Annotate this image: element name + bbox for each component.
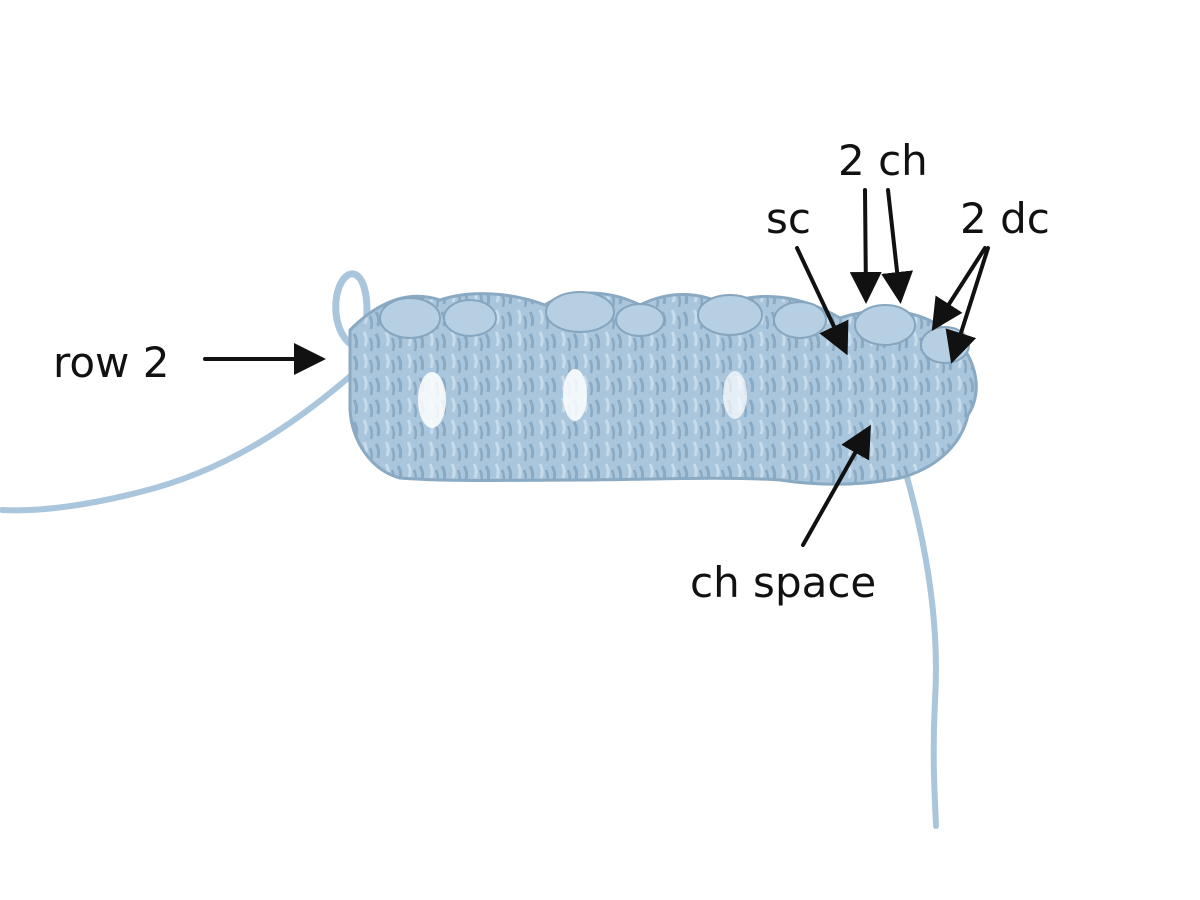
- sc-label: sc: [766, 194, 811, 243]
- arrow-sc: [795, 246, 849, 356]
- arrow-2ch-b: [881, 188, 914, 304]
- yarn-loop-top: [332, 270, 371, 349]
- ch-space-hole: [418, 372, 446, 428]
- arrow-2dc-a: [931, 246, 987, 332]
- yarn-tail-left: [0, 369, 358, 514]
- ch-space-label: ch space: [690, 558, 877, 607]
- top-stitch-bumps: [379, 291, 970, 364]
- yarn-tail-right: [902, 467, 939, 829]
- arrow-chspace: [801, 424, 871, 547]
- annotation-arrows: [203, 188, 990, 547]
- row-2-label: row 2: [53, 338, 170, 387]
- two-ch-label: 2 ch: [838, 136, 928, 185]
- arrow-2ch-a: [849, 188, 882, 304]
- ch-space-hole: [723, 371, 747, 419]
- arrow-2dc-b: [945, 246, 990, 364]
- two-dc-label: 2 dc: [960, 194, 1050, 243]
- ch-space-hole: [563, 369, 587, 421]
